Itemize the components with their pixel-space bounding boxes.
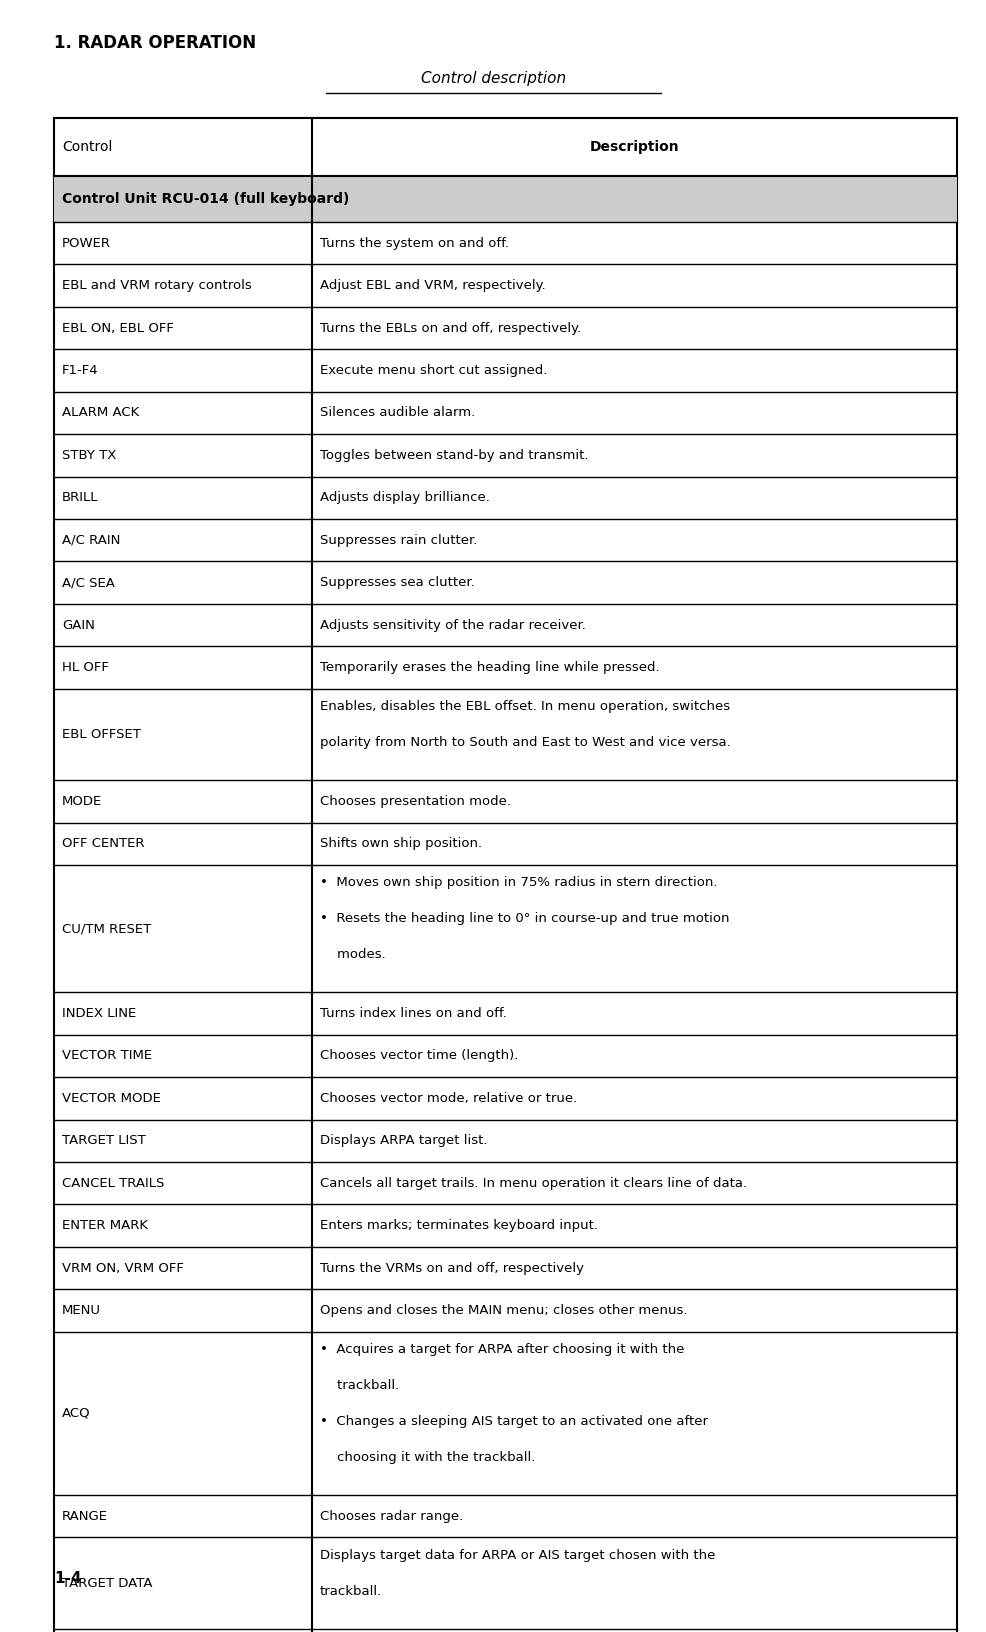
Text: A/C RAIN: A/C RAIN bbox=[62, 534, 120, 547]
Text: ACQ: ACQ bbox=[62, 1407, 91, 1420]
Text: EBL and VRM rotary controls: EBL and VRM rotary controls bbox=[62, 279, 251, 292]
Text: CANCEL TRAILS: CANCEL TRAILS bbox=[62, 1177, 165, 1190]
Text: GAIN: GAIN bbox=[62, 619, 95, 632]
Text: trackball.: trackball. bbox=[319, 1379, 398, 1392]
Text: Turns the system on and off.: Turns the system on and off. bbox=[319, 237, 508, 250]
Text: Description: Description bbox=[589, 140, 678, 153]
Text: MODE: MODE bbox=[62, 795, 103, 808]
Text: INDEX LINE: INDEX LINE bbox=[62, 1007, 136, 1020]
Text: Silences audible alarm.: Silences audible alarm. bbox=[319, 406, 474, 419]
Text: Displays ARPA target list.: Displays ARPA target list. bbox=[319, 1134, 486, 1147]
Text: STBY TX: STBY TX bbox=[62, 449, 116, 462]
Text: Suppresses sea clutter.: Suppresses sea clutter. bbox=[319, 576, 474, 589]
Text: Cancels all target trails. In menu operation it clears line of data.: Cancels all target trails. In menu opera… bbox=[319, 1177, 746, 1190]
Text: Displays target data for ARPA or AIS target chosen with the: Displays target data for ARPA or AIS tar… bbox=[319, 1549, 714, 1562]
Text: RANGE: RANGE bbox=[62, 1510, 108, 1523]
Text: Control: Control bbox=[62, 140, 112, 153]
Text: Chooses radar range.: Chooses radar range. bbox=[319, 1510, 462, 1523]
Text: MENU: MENU bbox=[62, 1304, 102, 1317]
Text: POWER: POWER bbox=[62, 237, 111, 250]
Text: Adjusts sensitivity of the radar receiver.: Adjusts sensitivity of the radar receive… bbox=[319, 619, 585, 632]
Text: A/C SEA: A/C SEA bbox=[62, 576, 115, 589]
Text: Temporarily erases the heading line while pressed.: Temporarily erases the heading line whil… bbox=[319, 661, 659, 674]
Text: TARGET DATA: TARGET DATA bbox=[62, 1577, 153, 1590]
Text: Turns the VRMs on and off, respectively: Turns the VRMs on and off, respectively bbox=[319, 1262, 583, 1275]
Text: 1-4: 1-4 bbox=[54, 1572, 82, 1586]
Text: •  Acquires a target for ARPA after choosing it with the: • Acquires a target for ARPA after choos… bbox=[319, 1343, 683, 1356]
Text: Enables, disables the EBL offset. In menu operation, switches: Enables, disables the EBL offset. In men… bbox=[319, 700, 729, 713]
Text: Chooses vector time (length).: Chooses vector time (length). bbox=[319, 1049, 518, 1062]
Text: Suppresses rain clutter.: Suppresses rain clutter. bbox=[319, 534, 476, 547]
Text: EBL OFFSET: EBL OFFSET bbox=[62, 728, 141, 741]
Text: polarity from North to South and East to West and vice versa.: polarity from North to South and East to… bbox=[319, 736, 730, 749]
Text: TARGET LIST: TARGET LIST bbox=[62, 1134, 146, 1147]
Text: EBL ON, EBL OFF: EBL ON, EBL OFF bbox=[62, 322, 174, 335]
Text: Toggles between stand-by and transmit.: Toggles between stand-by and transmit. bbox=[319, 449, 588, 462]
Bar bbox=[54, 176, 956, 222]
Text: Control description: Control description bbox=[420, 72, 566, 86]
Text: Execute menu short cut assigned.: Execute menu short cut assigned. bbox=[319, 364, 546, 377]
Text: F1-F4: F1-F4 bbox=[62, 364, 99, 377]
Text: VECTOR MODE: VECTOR MODE bbox=[62, 1092, 161, 1105]
Text: OFF CENTER: OFF CENTER bbox=[62, 837, 145, 850]
Text: modes.: modes. bbox=[319, 948, 385, 961]
Text: Control Unit RCU-014 (full keyboard): Control Unit RCU-014 (full keyboard) bbox=[62, 193, 349, 206]
Text: HL OFF: HL OFF bbox=[62, 661, 108, 674]
Text: Opens and closes the MAIN menu; closes other menus.: Opens and closes the MAIN menu; closes o… bbox=[319, 1304, 686, 1317]
Text: Adjust EBL and VRM, respectively.: Adjust EBL and VRM, respectively. bbox=[319, 279, 544, 292]
Text: Enters marks; terminates keyboard input.: Enters marks; terminates keyboard input. bbox=[319, 1219, 597, 1232]
Text: Turns index lines on and off.: Turns index lines on and off. bbox=[319, 1007, 506, 1020]
Text: Shifts own ship position.: Shifts own ship position. bbox=[319, 837, 481, 850]
Text: choosing it with the trackball.: choosing it with the trackball. bbox=[319, 1451, 534, 1464]
Text: trackball.: trackball. bbox=[319, 1585, 382, 1598]
Text: •  Moves own ship position in 75% radius in stern direction.: • Moves own ship position in 75% radius … bbox=[319, 876, 717, 889]
Text: Chooses vector mode, relative or true.: Chooses vector mode, relative or true. bbox=[319, 1092, 576, 1105]
Text: •  Changes a sleeping AIS target to an activated one after: • Changes a sleeping AIS target to an ac… bbox=[319, 1415, 707, 1428]
Text: VECTOR TIME: VECTOR TIME bbox=[62, 1049, 152, 1062]
Text: Turns the EBLs on and off, respectively.: Turns the EBLs on and off, respectively. bbox=[319, 322, 580, 335]
Text: Chooses presentation mode.: Chooses presentation mode. bbox=[319, 795, 510, 808]
Text: CU/TM RESET: CU/TM RESET bbox=[62, 922, 151, 935]
Text: VRM ON, VRM OFF: VRM ON, VRM OFF bbox=[62, 1262, 183, 1275]
Text: ENTER MARK: ENTER MARK bbox=[62, 1219, 148, 1232]
Text: 1. RADAR OPERATION: 1. RADAR OPERATION bbox=[54, 34, 256, 52]
Text: •  Resets the heading line to 0° in course-up and true motion: • Resets the heading line to 0° in cours… bbox=[319, 912, 729, 925]
Text: BRILL: BRILL bbox=[62, 491, 99, 504]
Text: Adjusts display brilliance.: Adjusts display brilliance. bbox=[319, 491, 489, 504]
Text: ALARM ACK: ALARM ACK bbox=[62, 406, 139, 419]
